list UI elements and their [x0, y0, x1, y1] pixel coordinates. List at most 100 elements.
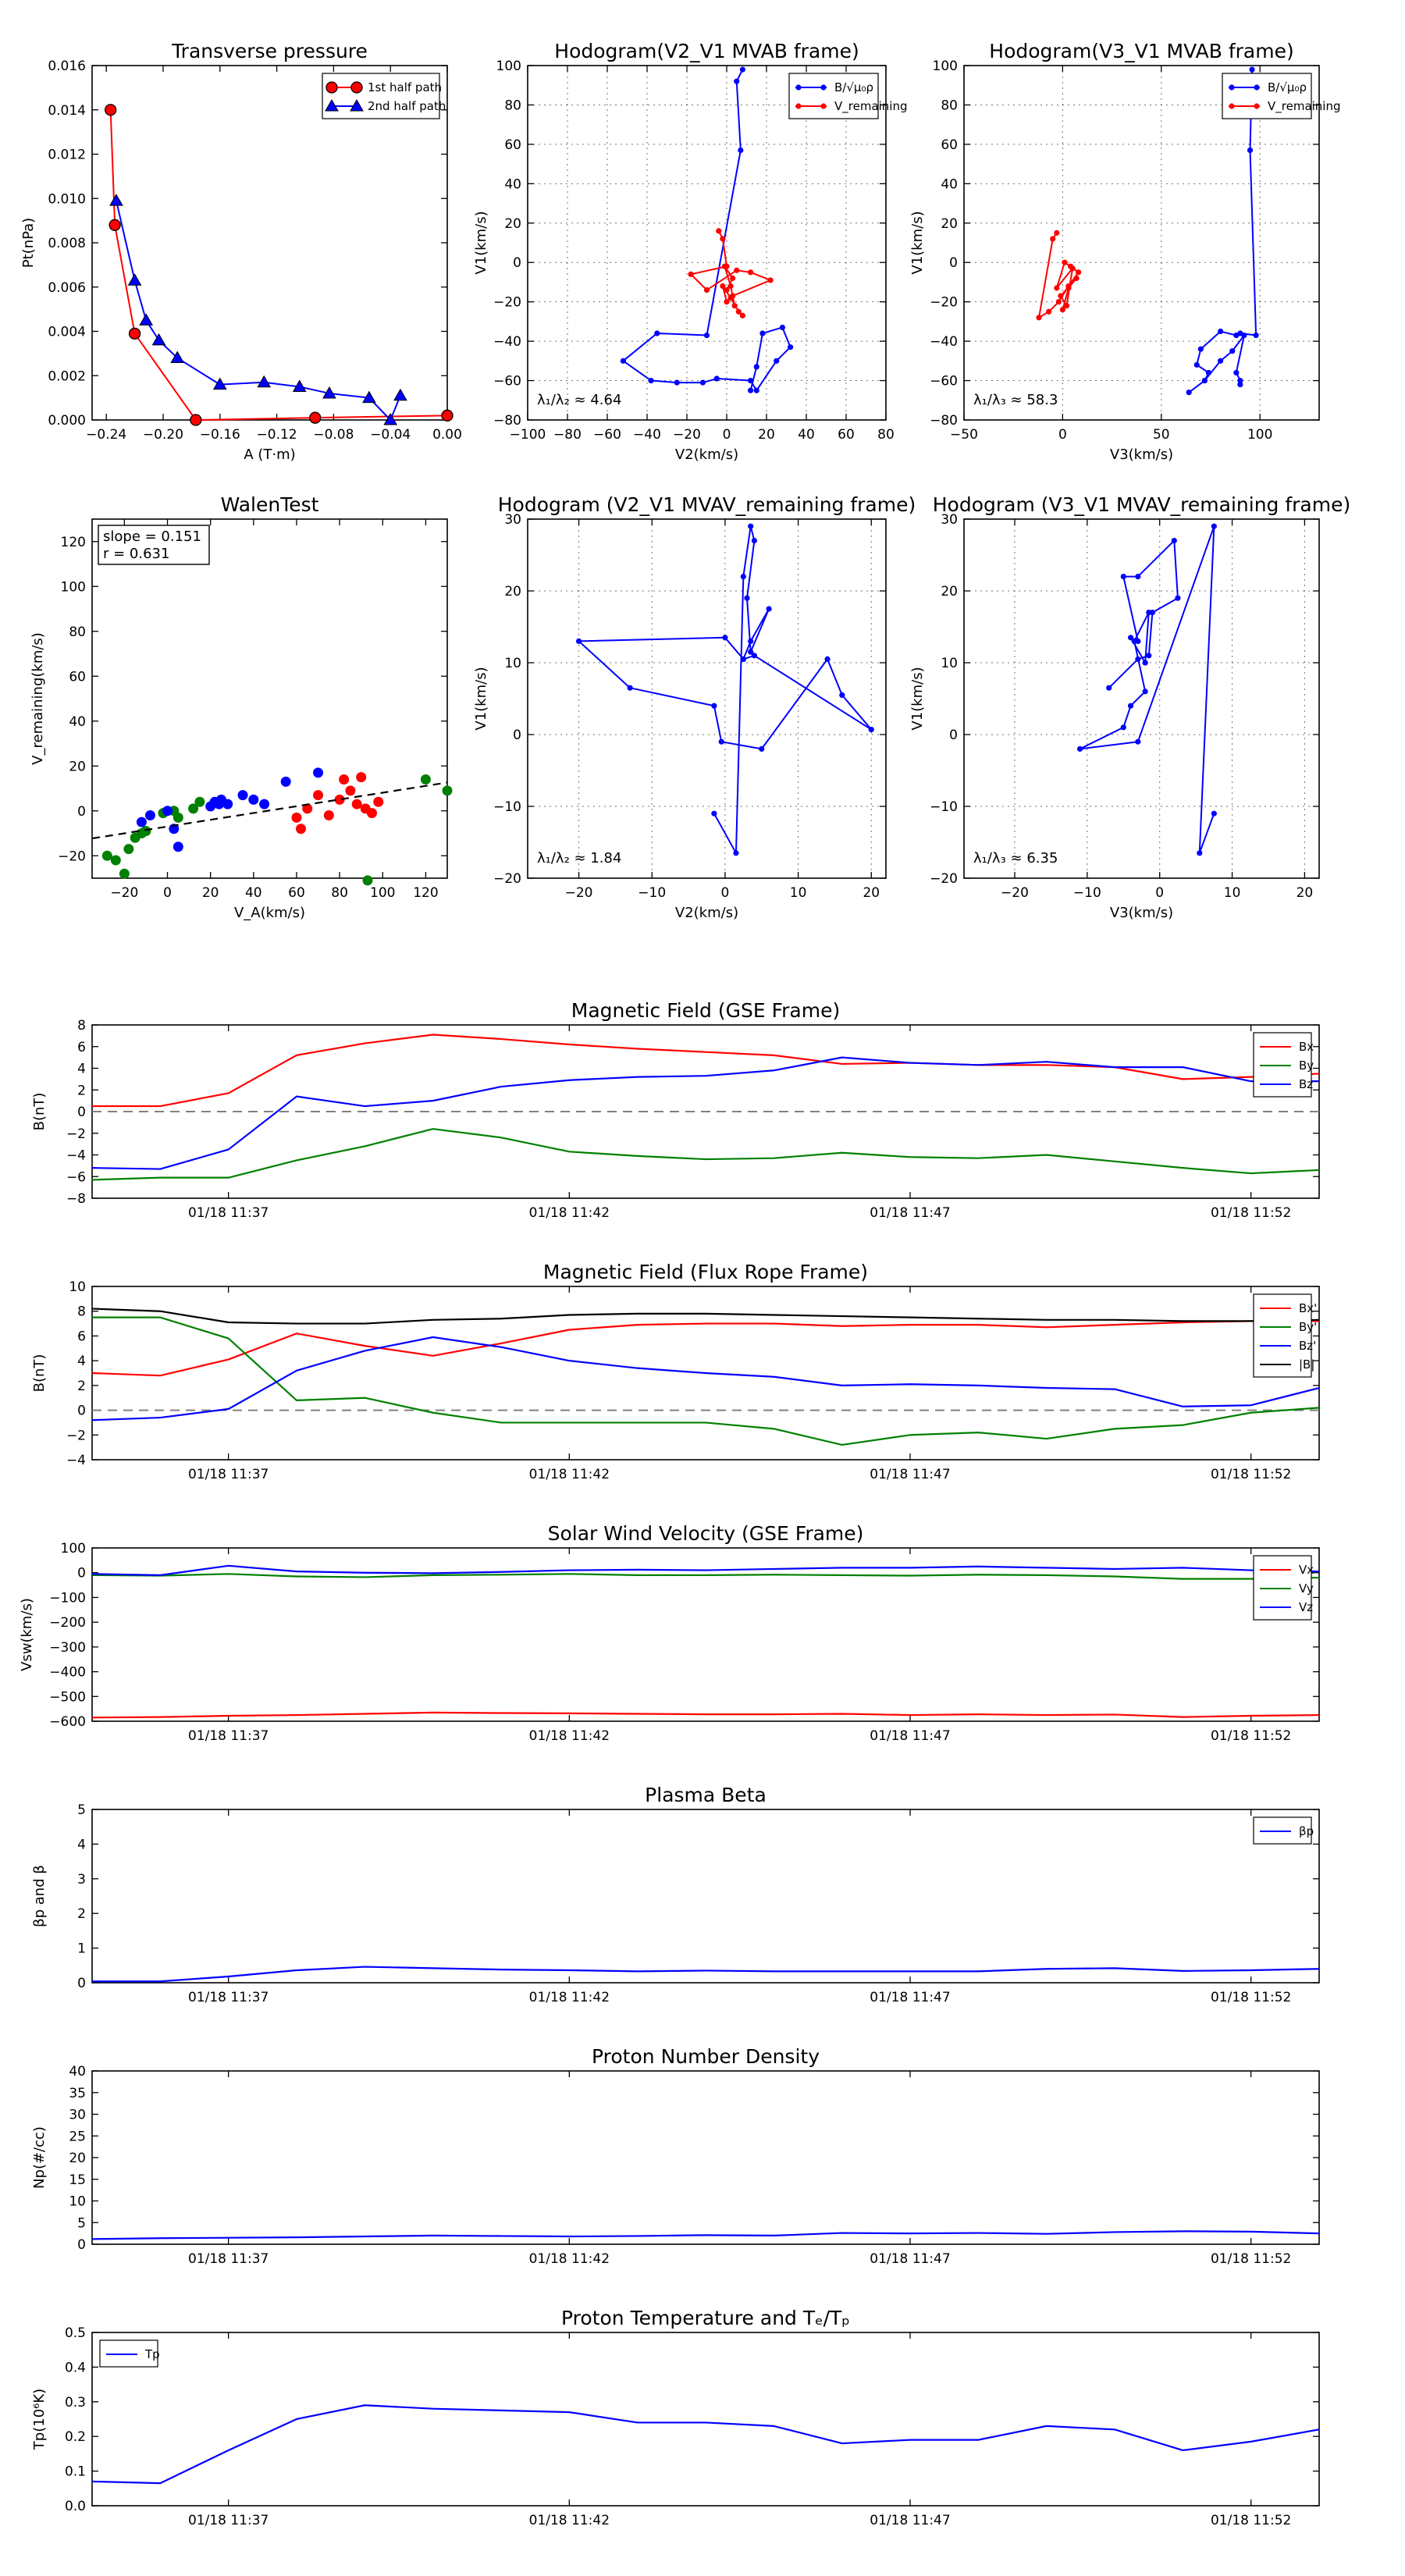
scatter-point: [356, 772, 367, 783]
x-tick-label: 01/18 11:47: [870, 2513, 950, 2528]
series-point: [1065, 285, 1072, 291]
series-point: [128, 327, 141, 340]
y-tick-label: 60: [69, 669, 86, 685]
y-axis-label: Vsw(km/s): [19, 1598, 35, 1671]
series-point: [751, 538, 757, 544]
legend-label: Bx': [1299, 1301, 1317, 1315]
y-tick-label: 15: [69, 2172, 86, 2188]
y-tick-label: 80: [69, 624, 86, 640]
scatter-point: [351, 799, 362, 809]
x-axis-label: V2(km/s): [675, 905, 738, 921]
series-point: [212, 377, 227, 390]
y-tick-label: 30: [504, 512, 521, 528]
x-axis-label: A (T·m): [244, 447, 295, 463]
x-tick-label: 01/18 11:47: [870, 1467, 950, 1482]
legend-box: [1222, 73, 1312, 119]
x-tick-label: 01/18 11:37: [188, 1728, 269, 1744]
axes-frame: [963, 518, 1320, 879]
series-point: [740, 574, 746, 580]
series-point: [362, 390, 376, 404]
x-tick-label: −0.04: [370, 427, 411, 443]
legend-label: 2nd half path: [368, 99, 446, 113]
x-tick-label: 01/18 11:42: [529, 1467, 610, 1482]
series-point: [718, 738, 724, 745]
series-point: [1135, 574, 1141, 580]
series-point: [711, 703, 717, 709]
axes-frame: [91, 65, 448, 421]
series-point: [748, 377, 754, 384]
series-point: [744, 595, 750, 601]
series-point: [703, 286, 710, 294]
y-tick-label: −500: [49, 1689, 86, 1705]
axes-frame: [527, 518, 887, 879]
scatter-point: [237, 790, 248, 801]
series-point: [292, 379, 307, 392]
series-line-line: [91, 2230, 1320, 2240]
x-tick-label: −100: [510, 427, 546, 443]
series-point: [108, 219, 121, 231]
y-tick-label: 0: [77, 1105, 86, 1120]
legend-marker: [325, 81, 338, 94]
y-tick-label: −60: [930, 374, 958, 390]
y-tick-label: 2: [77, 1379, 86, 1394]
y-tick-label: 100: [61, 579, 86, 595]
scatter-point: [136, 817, 147, 827]
series-point: [1120, 724, 1126, 731]
legend-marker: [1229, 103, 1235, 109]
chart-title: Proton Number Density: [592, 2045, 820, 2068]
series-point: [1076, 745, 1083, 753]
chart-title: Hodogram (V2_V1 MVAV_remaining frame): [498, 493, 916, 516]
y-tick-label: 100: [496, 59, 521, 74]
series-point: [730, 275, 736, 281]
y-tick-label: 40: [69, 714, 86, 730]
x-tick-label: 01/18 11:37: [188, 2251, 269, 2267]
scatter-point: [119, 868, 130, 879]
x-tick-label: 60: [838, 427, 855, 443]
x-tick-label: 40: [798, 427, 815, 443]
scatter-point: [442, 785, 453, 796]
series-point: [748, 523, 754, 529]
y-tick-label: 0.006: [48, 280, 86, 296]
scatter-point: [188, 803, 199, 814]
y-tick-label: 0: [77, 1566, 86, 1582]
y-tick-label: 0.004: [48, 325, 86, 340]
y-tick-label: 10: [504, 656, 521, 671]
series-point: [620, 358, 627, 364]
x-tick-label: −10: [1073, 885, 1101, 901]
legend-label: Tp: [144, 2347, 160, 2361]
fit-line: [91, 781, 448, 840]
series-point: [1197, 346, 1204, 352]
legend-label: V_remaining: [834, 99, 908, 114]
axes-frame: [91, 2070, 1320, 2245]
series-point: [724, 299, 730, 305]
series-point: [735, 308, 742, 315]
series-line-Bx: [92, 1034, 1320, 1108]
series-line-Bz: [91, 1056, 1319, 1170]
series-line-Tp: [91, 2404, 1320, 2485]
x-tick-label: 20: [758, 427, 775, 443]
series-point: [722, 635, 728, 641]
x-tick-label: 40: [245, 885, 262, 901]
scatter-point: [291, 812, 302, 823]
chart-title: WalenTest: [221, 493, 319, 516]
series-line-Vy: [91, 1573, 1320, 1580]
y-tick-label: 20: [69, 2151, 86, 2166]
x-axis-label: V2(km/s): [675, 447, 738, 463]
y-tick-label: 0: [77, 2237, 86, 2253]
scatter-point: [194, 796, 205, 807]
series-point: [109, 194, 123, 206]
scatter-point: [313, 767, 324, 778]
series-line-Vx: [91, 1711, 1320, 1719]
y-tick-label: 5: [77, 2215, 86, 2231]
series-line-Bx': [91, 1320, 1319, 1377]
y-tick-label: 0: [513, 728, 521, 743]
scatter-point: [366, 808, 377, 819]
legend-marker: [795, 103, 802, 109]
series-point: [721, 263, 728, 269]
series-point: [1241, 332, 1247, 339]
y-tick-label: 0.1: [65, 2464, 86, 2480]
legend-label: V_remaining: [1268, 99, 1341, 114]
x-tick-label: 01/18 11:47: [870, 1728, 950, 1744]
series-line-Vz: [91, 1564, 1320, 1576]
